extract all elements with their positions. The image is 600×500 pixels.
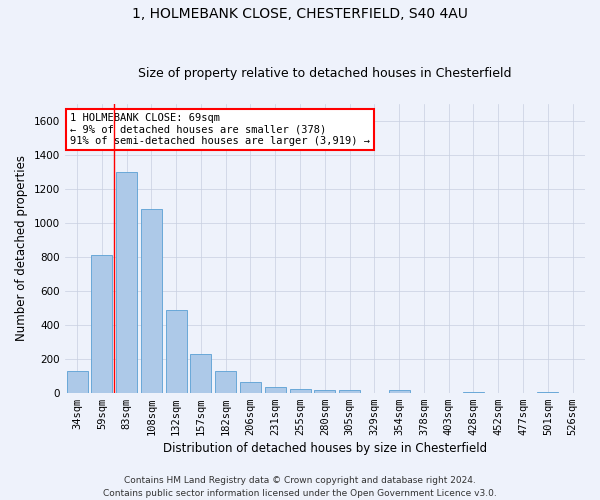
Bar [116, 172, 137, 392]
Bar [290, 390, 311, 392]
Text: 1, HOLMEBANK CLOSE, CHESTERFIELD, S40 4AU: 1, HOLMEBANK CLOSE, CHESTERFIELD, S40 4A… [132, 8, 468, 22]
Title: Size of property relative to detached houses in Chesterfield: Size of property relative to detached ho… [138, 66, 512, 80]
Bar [215, 370, 236, 392]
Bar [240, 382, 261, 392]
Bar [190, 354, 211, 393]
Bar [141, 210, 162, 392]
Text: 1 HOLMEBANK CLOSE: 69sqm
← 9% of detached houses are smaller (378)
91% of semi-d: 1 HOLMEBANK CLOSE: 69sqm ← 9% of detache… [70, 113, 370, 146]
Bar [166, 310, 187, 392]
Y-axis label: Number of detached properties: Number of detached properties [15, 156, 28, 342]
Bar [339, 390, 360, 392]
Bar [91, 256, 112, 392]
X-axis label: Distribution of detached houses by size in Chesterfield: Distribution of detached houses by size … [163, 442, 487, 455]
Bar [67, 370, 88, 392]
Bar [389, 390, 410, 392]
Bar [314, 390, 335, 392]
Text: Contains HM Land Registry data © Crown copyright and database right 2024.
Contai: Contains HM Land Registry data © Crown c… [103, 476, 497, 498]
Bar [265, 387, 286, 392]
